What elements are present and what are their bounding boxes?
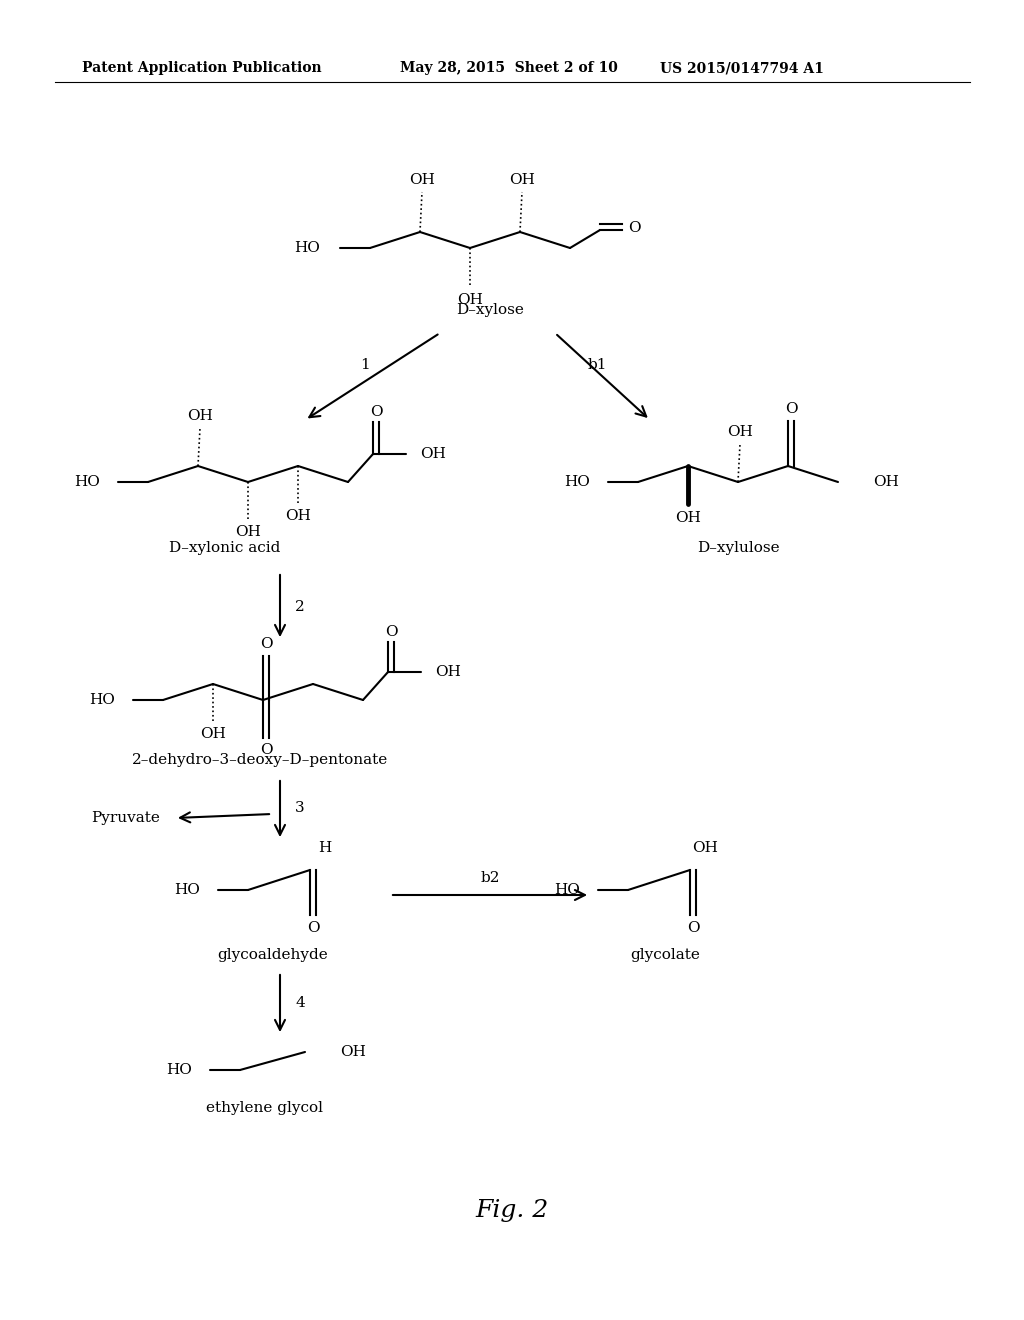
Text: HO: HO (294, 242, 319, 255)
Text: US 2015/0147794 A1: US 2015/0147794 A1 (660, 61, 824, 75)
Text: O: O (260, 638, 272, 651)
Text: 4: 4 (295, 997, 305, 1010)
Text: OH: OH (457, 293, 483, 308)
Text: OH: OH (435, 665, 461, 678)
Text: OH: OH (187, 409, 213, 422)
Text: HO: HO (166, 1063, 193, 1077)
Text: May 28, 2015  Sheet 2 of 10: May 28, 2015 Sheet 2 of 10 (400, 61, 617, 75)
Text: ethylene glycol: ethylene glycol (207, 1101, 324, 1115)
Text: H: H (318, 841, 332, 855)
Text: O: O (370, 405, 382, 418)
Text: Pyruvate: Pyruvate (91, 810, 160, 825)
Text: D–xylulose: D–xylulose (696, 541, 779, 554)
Text: Fig. 2: Fig. 2 (475, 1199, 549, 1221)
Text: OH: OH (873, 475, 899, 488)
Text: HO: HO (174, 883, 200, 898)
Text: O: O (687, 921, 699, 935)
Text: O: O (306, 921, 319, 935)
Text: O: O (784, 403, 798, 416)
Text: 2: 2 (295, 601, 305, 614)
Text: OH: OH (409, 173, 435, 187)
Text: Patent Application Publication: Patent Application Publication (82, 61, 322, 75)
Text: HO: HO (89, 693, 115, 708)
Text: 2–dehydro–3–deoxy–D–pentonate: 2–dehydro–3–deoxy–D–pentonate (132, 752, 388, 767)
Text: OH: OH (340, 1045, 366, 1059)
Text: 1: 1 (360, 358, 370, 372)
Text: b2: b2 (480, 871, 500, 884)
Text: OH: OH (727, 425, 753, 440)
Text: OH: OH (200, 727, 226, 741)
Text: OH: OH (692, 841, 718, 855)
Text: glycoaldehyde: glycoaldehyde (218, 948, 329, 962)
Text: HO: HO (554, 883, 580, 898)
Text: 3: 3 (295, 801, 304, 814)
Text: D–xylose: D–xylose (456, 304, 524, 317)
Text: OH: OH (420, 447, 445, 461)
Text: OH: OH (675, 511, 701, 525)
Text: HO: HO (74, 475, 100, 488)
Text: OH: OH (509, 173, 535, 187)
Text: D–xylonic acid: D–xylonic acid (169, 541, 281, 554)
Text: OH: OH (285, 510, 311, 523)
Text: O: O (385, 624, 397, 639)
Text: b1: b1 (588, 358, 607, 372)
Text: O: O (628, 220, 641, 235)
Text: O: O (260, 743, 272, 756)
Text: glycolate: glycolate (630, 948, 700, 962)
Text: HO: HO (564, 475, 590, 488)
Text: OH: OH (236, 525, 261, 539)
